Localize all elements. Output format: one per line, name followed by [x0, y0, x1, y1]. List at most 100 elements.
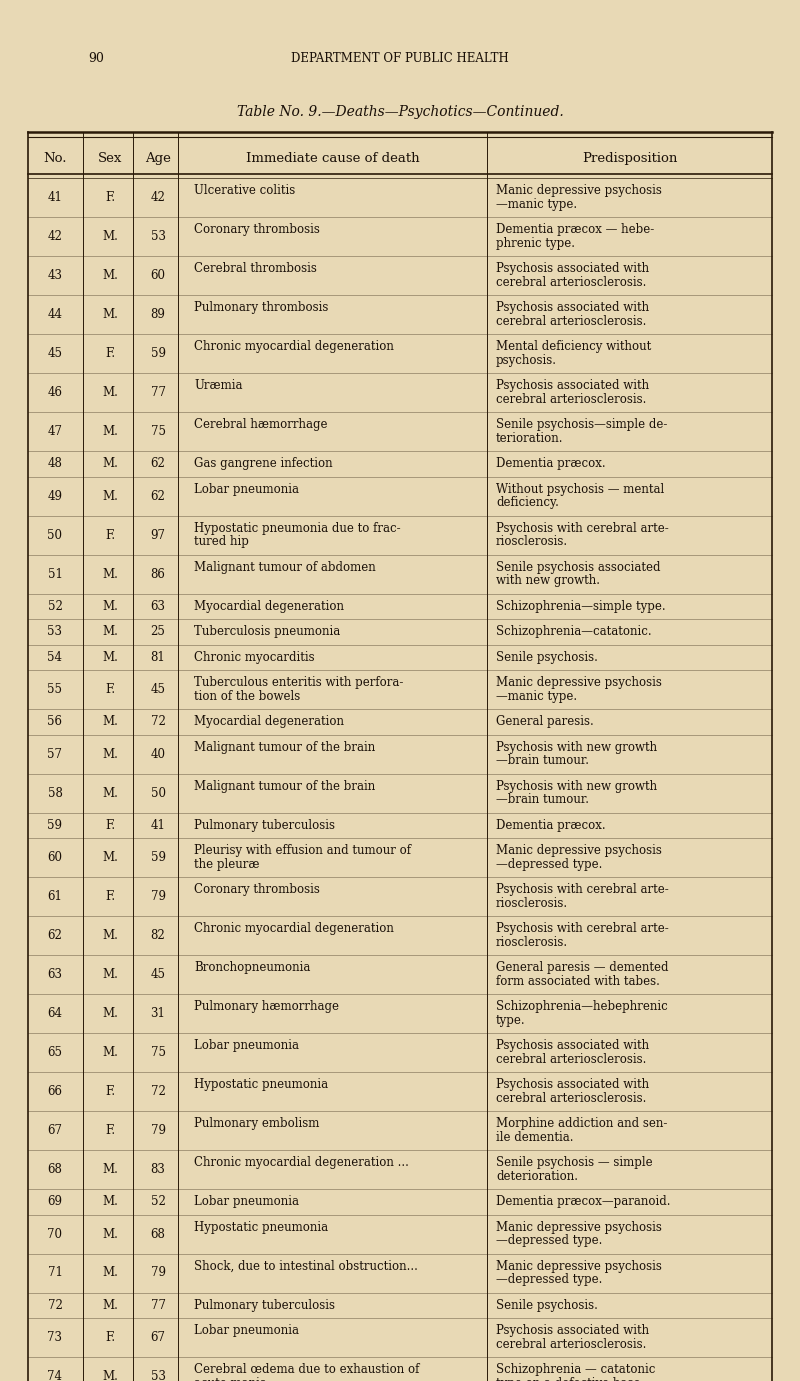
Text: M.: M. [102, 568, 118, 580]
Text: Tuberculosis pneumonia: Tuberculosis pneumonia [194, 626, 340, 638]
Text: 59: 59 [150, 347, 166, 360]
Text: No.: No. [43, 152, 66, 164]
Text: Schizophrenia — catatonic: Schizophrenia — catatonic [496, 1363, 655, 1377]
Text: DEPARTMENT OF PUBLIC HEALTH: DEPARTMENT OF PUBLIC HEALTH [291, 51, 509, 65]
Text: Psychosis associated with: Psychosis associated with [496, 380, 649, 392]
Text: 62: 62 [47, 929, 62, 942]
Text: Morphine addiction and sen-: Morphine addiction and sen- [496, 1117, 667, 1130]
Text: Hypostatic pneumonia: Hypostatic pneumonia [194, 1079, 328, 1091]
Text: F.: F. [105, 1124, 115, 1137]
Text: Psychosis associated with: Psychosis associated with [496, 301, 649, 315]
Text: form associated with tabes.: form associated with tabes. [496, 975, 660, 987]
Text: M.: M. [102, 425, 118, 438]
Text: 67: 67 [47, 1124, 62, 1137]
Text: Senile psychosis — simple: Senile psychosis — simple [496, 1156, 653, 1170]
Text: Mental deficiency without: Mental deficiency without [496, 340, 651, 354]
Text: F.: F. [105, 191, 115, 204]
Text: M.: M. [102, 1228, 118, 1240]
Text: —depressed type.: —depressed type. [496, 1235, 602, 1247]
Text: 59: 59 [47, 819, 62, 831]
Text: 53: 53 [150, 231, 166, 243]
Text: Manic depressive psychosis: Manic depressive psychosis [496, 1259, 662, 1273]
Text: 25: 25 [150, 626, 166, 638]
Text: 97: 97 [150, 529, 166, 541]
Text: 45: 45 [47, 347, 62, 360]
Text: 90: 90 [88, 51, 104, 65]
Text: deterioration.: deterioration. [496, 1170, 578, 1182]
Text: 60: 60 [150, 269, 166, 282]
Text: 31: 31 [150, 1007, 166, 1021]
Text: —depressed type.: —depressed type. [496, 1273, 602, 1286]
Text: Manic depressive psychosis: Manic depressive psychosis [496, 1221, 662, 1233]
Text: M.: M. [102, 269, 118, 282]
Text: 68: 68 [47, 1163, 62, 1177]
Text: 83: 83 [150, 1163, 166, 1177]
Text: M.: M. [102, 1266, 118, 1280]
Text: 52: 52 [47, 599, 62, 613]
Text: psychosis.: psychosis. [496, 354, 557, 367]
Text: 77: 77 [150, 387, 166, 399]
Text: M.: M. [102, 1298, 118, 1312]
Text: Manic depressive psychosis: Manic depressive psychosis [496, 677, 662, 689]
Text: M.: M. [102, 1007, 118, 1021]
Text: Myocardial degeneration: Myocardial degeneration [194, 715, 344, 728]
Text: riosclerosis.: riosclerosis. [496, 536, 568, 548]
Text: Chronic myocardial degeneration: Chronic myocardial degeneration [194, 340, 394, 354]
Text: Psychosis with cerebral arte-: Psychosis with cerebral arte- [496, 923, 669, 935]
Text: Ulcerative colitis: Ulcerative colitis [194, 184, 295, 197]
Text: 64: 64 [47, 1007, 62, 1021]
Text: 40: 40 [150, 747, 166, 761]
Text: Chronic myocardial degeneration ...: Chronic myocardial degeneration ... [194, 1156, 409, 1170]
Text: 62: 62 [150, 489, 166, 503]
Text: 68: 68 [150, 1228, 166, 1240]
Text: Dementia præcox.: Dementia præcox. [496, 457, 606, 471]
Text: 48: 48 [47, 457, 62, 471]
Text: 50: 50 [150, 787, 166, 800]
Text: M.: M. [102, 715, 118, 728]
Text: 65: 65 [47, 1045, 62, 1059]
Text: 44: 44 [47, 308, 62, 320]
Text: M.: M. [102, 308, 118, 320]
Text: 81: 81 [150, 650, 166, 664]
Text: Senile psychosis—simple de-: Senile psychosis—simple de- [496, 418, 667, 431]
Text: cerebral arteriosclerosis.: cerebral arteriosclerosis. [496, 276, 646, 289]
Text: 67: 67 [150, 1331, 166, 1344]
Text: F.: F. [105, 347, 115, 360]
Text: cerebral arteriosclerosis.: cerebral arteriosclerosis. [496, 315, 646, 327]
Text: tion of the bowels: tion of the bowels [194, 689, 300, 703]
Text: 79: 79 [150, 1266, 166, 1280]
Text: Senile psychosis associated: Senile psychosis associated [496, 561, 661, 573]
Text: type on a defective base.: type on a defective base. [496, 1377, 644, 1381]
Text: Lobar pneumonia: Lobar pneumonia [194, 1195, 299, 1208]
Text: riosclerosis.: riosclerosis. [496, 896, 568, 910]
Text: 77: 77 [150, 1298, 166, 1312]
Text: M.: M. [102, 1045, 118, 1059]
Text: M.: M. [102, 457, 118, 471]
Text: 53: 53 [47, 626, 62, 638]
Text: 61: 61 [47, 889, 62, 903]
Text: —manic type.: —manic type. [496, 197, 577, 211]
Text: Psychosis with cerebral arte-: Psychosis with cerebral arte- [496, 884, 669, 896]
Text: Pulmonary tuberculosis: Pulmonary tuberculosis [194, 819, 335, 831]
Text: 63: 63 [47, 968, 62, 981]
Text: Psychosis associated with: Psychosis associated with [496, 1040, 649, 1052]
Text: tured hip: tured hip [194, 536, 249, 548]
Text: Schizophrenia—hebephrenic: Schizophrenia—hebephrenic [496, 1000, 668, 1014]
Text: Coronary thrombosis: Coronary thrombosis [194, 224, 320, 236]
Text: 72: 72 [47, 1298, 62, 1312]
Text: Malignant tumour of the brain: Malignant tumour of the brain [194, 740, 375, 754]
Text: Psychosis with new growth: Psychosis with new growth [496, 780, 657, 793]
Text: 45: 45 [150, 968, 166, 981]
Text: 66: 66 [47, 1085, 62, 1098]
Text: Cerebral hæmorrhage: Cerebral hæmorrhage [194, 418, 327, 431]
Text: 79: 79 [150, 1124, 166, 1137]
Text: Sex: Sex [98, 152, 122, 164]
Text: 43: 43 [47, 269, 62, 282]
Text: Shock, due to intestinal obstruction...: Shock, due to intestinal obstruction... [194, 1259, 418, 1273]
Text: F.: F. [105, 684, 115, 696]
Text: F.: F. [105, 529, 115, 541]
Text: M.: M. [102, 650, 118, 664]
Text: 56: 56 [47, 715, 62, 728]
Text: Dementia præcox—paranoid.: Dementia præcox—paranoid. [496, 1195, 670, 1208]
Text: Immediate cause of death: Immediate cause of death [246, 152, 419, 164]
